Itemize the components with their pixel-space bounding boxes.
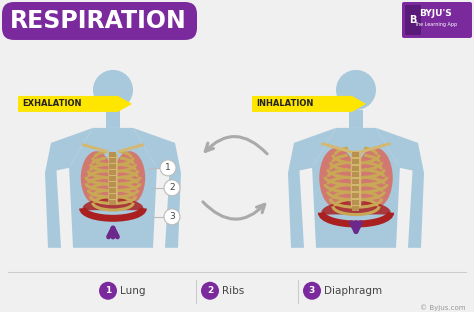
Bar — [353, 152, 359, 157]
Circle shape — [160, 160, 176, 176]
FancyArrow shape — [321, 142, 351, 153]
Text: EXHALATION: EXHALATION — [22, 100, 82, 108]
Bar — [353, 186, 359, 191]
Text: 3: 3 — [309, 286, 315, 295]
Polygon shape — [312, 128, 400, 168]
Text: B: B — [410, 15, 417, 25]
Text: Ribs: Ribs — [222, 286, 244, 296]
FancyBboxPatch shape — [405, 5, 421, 35]
Text: RESPIRATION: RESPIRATION — [10, 9, 187, 33]
Polygon shape — [252, 96, 366, 112]
Polygon shape — [312, 166, 400, 248]
FancyBboxPatch shape — [402, 2, 472, 38]
Bar — [353, 200, 359, 205]
Circle shape — [93, 70, 133, 110]
Polygon shape — [133, 128, 181, 173]
FancyArrow shape — [361, 142, 391, 153]
Text: © Byjus.com: © Byjus.com — [420, 305, 466, 311]
Bar — [109, 158, 117, 163]
Polygon shape — [45, 128, 93, 173]
FancyBboxPatch shape — [109, 154, 118, 204]
Text: Diaphragm: Diaphragm — [324, 286, 382, 296]
Bar — [109, 170, 117, 175]
Ellipse shape — [357, 148, 393, 208]
Text: INHALATION: INHALATION — [256, 100, 313, 108]
Polygon shape — [288, 128, 336, 173]
Text: 1: 1 — [165, 163, 171, 172]
Ellipse shape — [81, 151, 112, 204]
Text: BYJU'S: BYJU'S — [419, 9, 452, 18]
Text: The Learning App: The Learning App — [414, 22, 457, 27]
FancyArrow shape — [82, 143, 109, 153]
FancyBboxPatch shape — [106, 110, 120, 128]
Circle shape — [336, 70, 376, 110]
Polygon shape — [408, 163, 424, 248]
Polygon shape — [45, 163, 61, 248]
Ellipse shape — [319, 148, 355, 208]
Bar — [109, 152, 117, 157]
Text: 2: 2 — [169, 183, 175, 192]
Polygon shape — [376, 128, 424, 173]
Polygon shape — [288, 163, 304, 248]
Bar — [353, 193, 359, 198]
Polygon shape — [82, 198, 143, 210]
Bar — [109, 182, 117, 187]
Bar — [109, 188, 117, 193]
Text: Lung: Lung — [120, 286, 146, 296]
Circle shape — [303, 282, 321, 300]
Bar — [109, 200, 117, 205]
Text: 2: 2 — [207, 286, 213, 295]
Bar — [109, 194, 117, 199]
Bar — [109, 164, 117, 169]
Circle shape — [164, 209, 180, 225]
FancyArrow shape — [118, 143, 144, 153]
Text: 1: 1 — [105, 286, 111, 295]
Polygon shape — [165, 163, 181, 248]
Text: 3: 3 — [169, 212, 175, 221]
Circle shape — [99, 282, 117, 300]
FancyBboxPatch shape — [2, 2, 197, 40]
FancyBboxPatch shape — [351, 151, 361, 207]
Ellipse shape — [114, 151, 145, 204]
Polygon shape — [69, 166, 157, 248]
FancyBboxPatch shape — [349, 110, 363, 128]
Bar — [353, 179, 359, 184]
Bar — [353, 159, 359, 164]
Bar — [109, 176, 117, 181]
Bar — [353, 207, 359, 212]
Polygon shape — [321, 201, 391, 214]
Bar — [353, 172, 359, 177]
Bar — [353, 165, 359, 171]
Polygon shape — [18, 96, 132, 112]
Circle shape — [164, 180, 180, 196]
Circle shape — [201, 282, 219, 300]
Polygon shape — [69, 128, 157, 168]
